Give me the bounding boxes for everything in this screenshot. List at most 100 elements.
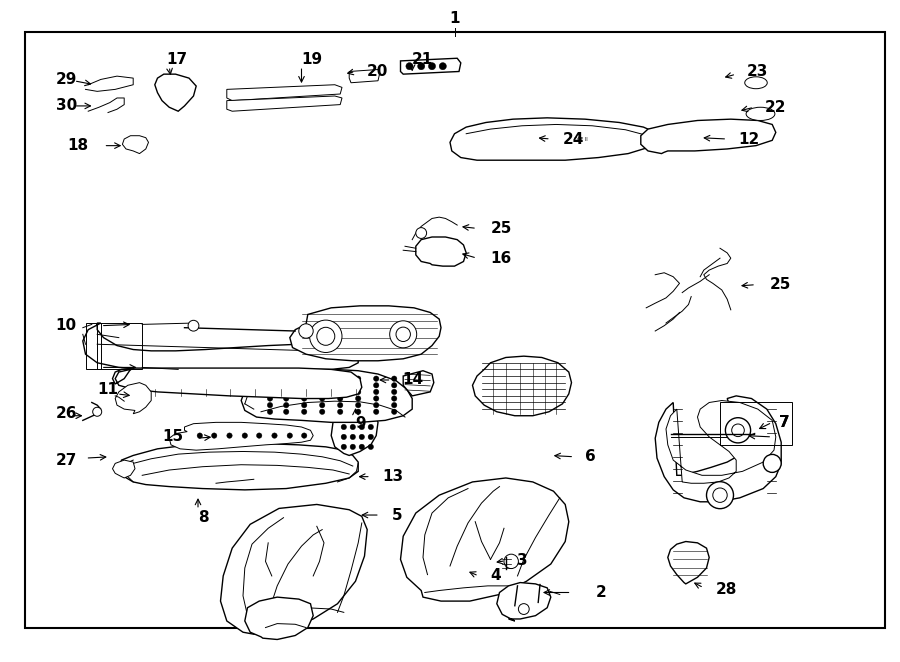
- Circle shape: [392, 383, 397, 388]
- Circle shape: [227, 433, 232, 438]
- Circle shape: [341, 434, 346, 440]
- Text: 9: 9: [356, 416, 366, 431]
- Circle shape: [418, 63, 425, 70]
- Polygon shape: [416, 237, 466, 266]
- Circle shape: [212, 433, 217, 438]
- Circle shape: [518, 604, 529, 614]
- Text: 25: 25: [491, 221, 512, 236]
- Polygon shape: [668, 542, 709, 584]
- Circle shape: [374, 376, 379, 381]
- Circle shape: [320, 376, 325, 381]
- Circle shape: [341, 424, 346, 430]
- Circle shape: [338, 409, 343, 414]
- Polygon shape: [331, 405, 378, 455]
- Circle shape: [356, 376, 361, 381]
- Polygon shape: [655, 396, 781, 502]
- Text: 19: 19: [302, 52, 322, 67]
- Circle shape: [93, 407, 102, 416]
- Circle shape: [320, 389, 325, 395]
- Text: 26: 26: [56, 406, 77, 421]
- Circle shape: [406, 63, 413, 70]
- Text: 21: 21: [412, 52, 434, 67]
- Text: 20: 20: [367, 64, 389, 79]
- Circle shape: [302, 409, 307, 414]
- Circle shape: [392, 389, 397, 395]
- Text: 8: 8: [198, 510, 209, 525]
- Text: 13: 13: [382, 469, 403, 484]
- Text: 3: 3: [518, 553, 528, 568]
- Text: 7: 7: [778, 415, 789, 430]
- Text: 10: 10: [56, 318, 76, 333]
- Circle shape: [267, 402, 273, 408]
- Text: 11: 11: [97, 382, 118, 397]
- Circle shape: [188, 320, 199, 331]
- Circle shape: [338, 376, 343, 381]
- Polygon shape: [290, 306, 441, 361]
- Circle shape: [356, 409, 361, 414]
- Polygon shape: [349, 70, 380, 83]
- Circle shape: [320, 409, 325, 414]
- Text: 12: 12: [738, 132, 760, 146]
- Circle shape: [284, 383, 289, 388]
- Text: 25: 25: [770, 277, 791, 292]
- Circle shape: [368, 424, 373, 430]
- Text: 2: 2: [596, 585, 607, 600]
- Circle shape: [350, 434, 356, 440]
- Circle shape: [392, 376, 397, 381]
- Circle shape: [368, 434, 373, 440]
- Circle shape: [267, 389, 273, 395]
- Circle shape: [267, 409, 273, 414]
- Polygon shape: [122, 136, 148, 154]
- Circle shape: [341, 444, 346, 449]
- Circle shape: [428, 63, 436, 70]
- Circle shape: [302, 389, 307, 395]
- Circle shape: [287, 433, 292, 438]
- Circle shape: [356, 402, 361, 408]
- Circle shape: [197, 433, 202, 438]
- Circle shape: [390, 321, 417, 348]
- Circle shape: [338, 402, 343, 408]
- Circle shape: [341, 414, 346, 420]
- Text: 7: 7: [778, 415, 789, 430]
- Circle shape: [267, 396, 273, 401]
- Circle shape: [242, 433, 248, 438]
- Circle shape: [338, 396, 343, 401]
- Text: 14: 14: [402, 373, 423, 387]
- Circle shape: [267, 383, 273, 388]
- Circle shape: [732, 424, 744, 437]
- Text: 29: 29: [56, 72, 77, 87]
- Circle shape: [392, 402, 397, 408]
- Text: 18: 18: [68, 138, 88, 153]
- Polygon shape: [450, 118, 657, 160]
- Text: 6: 6: [585, 449, 596, 464]
- Polygon shape: [400, 478, 569, 601]
- Circle shape: [368, 414, 373, 420]
- Polygon shape: [112, 368, 362, 399]
- Circle shape: [350, 414, 356, 420]
- Polygon shape: [112, 460, 135, 478]
- Circle shape: [302, 396, 307, 401]
- Circle shape: [396, 327, 410, 342]
- Circle shape: [320, 402, 325, 408]
- Polygon shape: [666, 401, 776, 483]
- Circle shape: [284, 409, 289, 414]
- Circle shape: [368, 444, 373, 449]
- Polygon shape: [241, 369, 412, 422]
- Circle shape: [359, 424, 364, 430]
- Polygon shape: [169, 422, 313, 450]
- Text: 30: 30: [56, 99, 77, 113]
- Polygon shape: [227, 85, 342, 101]
- Text: 4: 4: [491, 569, 501, 583]
- Text: OFF II: OFF II: [573, 136, 588, 142]
- Polygon shape: [220, 504, 367, 634]
- Text: 16: 16: [491, 251, 512, 265]
- Circle shape: [320, 396, 325, 401]
- Circle shape: [320, 383, 325, 388]
- Circle shape: [374, 396, 379, 401]
- Circle shape: [356, 389, 361, 395]
- Ellipse shape: [746, 107, 775, 120]
- Text: 24: 24: [562, 132, 584, 146]
- Polygon shape: [497, 583, 551, 621]
- Circle shape: [284, 389, 289, 395]
- Circle shape: [504, 554, 518, 569]
